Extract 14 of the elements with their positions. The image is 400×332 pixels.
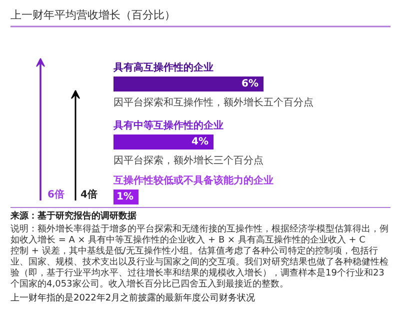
annotation: 因平台探索，额外增长三个百分点	[114, 154, 264, 166]
data-label: 1%	[116, 192, 134, 202]
source-note: 来源：基于研究报告的调研数据	[10, 210, 136, 222]
text: 6倍	[48, 188, 64, 200]
text: 说明：额外增长率得益于增多的平台探索和无缝衔接的互操作性，根据经济学模型估算得出，例如收入增长 = A × 具有中等互操作性的企业收入 + B × 具有高互操作性的企业收入 + C 控制 + 误差，其中基线是低/无互操作性小组。估算值考虑了各种公司特定的控制项，包括行业、国家、规模、技术支出以及行业与国家之间的交互项。我们对研究结果也做了各种稳健性检验（即，基于行业平均水平、过往增长率和结果的规模收入增长），调查样本是19个行业和23个国家的4,053家公司。收入增长百分比已四舍五入到最接近的整数。	[10, 224, 388, 290]
y-tick-label: 具有中等互操作性的企业	[112, 120, 224, 132]
text: 4倍	[80, 188, 98, 200]
text: 上一财年指的是2022年2月之前披露的最新年度公司财务状况	[10, 292, 256, 304]
data-label: 4%	[192, 136, 209, 148]
y-tick-label: 具有高互操作性的企业	[112, 62, 214, 74]
chart-title: 上一财年平均营收增长（百分比）	[10, 8, 176, 22]
y-tick-label: 互操作性较低或不具备该能力的企业	[112, 174, 274, 186]
annotation: 因平台探索和互操作性，额外增长五个百分点	[114, 96, 314, 108]
data-label: 6%	[242, 78, 259, 90]
